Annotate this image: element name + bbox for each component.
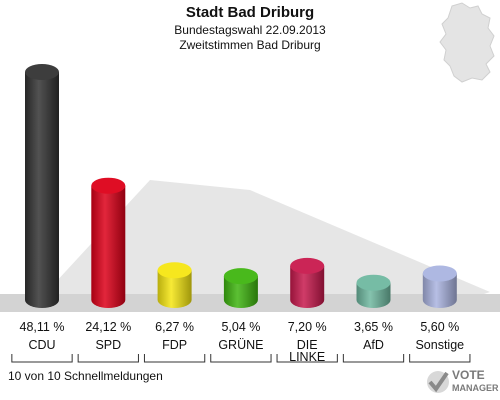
category-label: Sonstige [415, 338, 464, 352]
category-bracket [210, 354, 272, 363]
bar-afd [356, 274, 391, 308]
check-mark-icon [427, 371, 449, 393]
value-label: 6,27 % [155, 320, 194, 334]
germany-map-icon [439, 2, 495, 83]
category-bracket [342, 354, 405, 363]
value-label: 5,04 % [221, 320, 260, 334]
category-label: AfD [363, 338, 384, 352]
value-label: 7,20 % [288, 320, 327, 334]
logo-text-manager: MANAGER [452, 383, 499, 393]
value-label: 5,60 % [420, 320, 459, 334]
chart-title: Stadt Bad Driburg [185, 4, 315, 21]
category-bracket [143, 354, 206, 363]
category-bracket [11, 354, 73, 363]
votemanager-logo: VOTE MANAGER [426, 366, 499, 398]
category-label: LINKE [289, 350, 325, 364]
category-label: DIE [297, 338, 318, 352]
bar-cdu [25, 64, 59, 308]
value-label: 24,12 % [85, 320, 131, 334]
bar-fdp [157, 262, 192, 308]
logo-text-vote: VOTE [452, 368, 485, 382]
bar-grüne [223, 268, 258, 308]
category-label: SPD [95, 338, 121, 352]
category-label: CDU [28, 338, 55, 352]
bar-spd [91, 177, 126, 308]
chart-subtitle-votes: Zweitstimmen Bad Driburg [179, 38, 321, 52]
category-bracket [77, 354, 139, 363]
category-label: GRÜNE [218, 338, 263, 352]
value-label: 48,11 % [20, 320, 65, 334]
footer-status: 10 von 10 Schnellmeldungen [8, 369, 163, 383]
value-label: 3,65 % [354, 320, 393, 334]
category-bracket [409, 354, 471, 363]
chart-subtitle-election: Bundestagswahl 22.09.2013 [174, 23, 326, 37]
category-label: FDP [162, 338, 187, 352]
bar-sonstige [422, 265, 457, 308]
category-bracket [276, 354, 338, 363]
bar-die-linke [290, 257, 325, 308]
